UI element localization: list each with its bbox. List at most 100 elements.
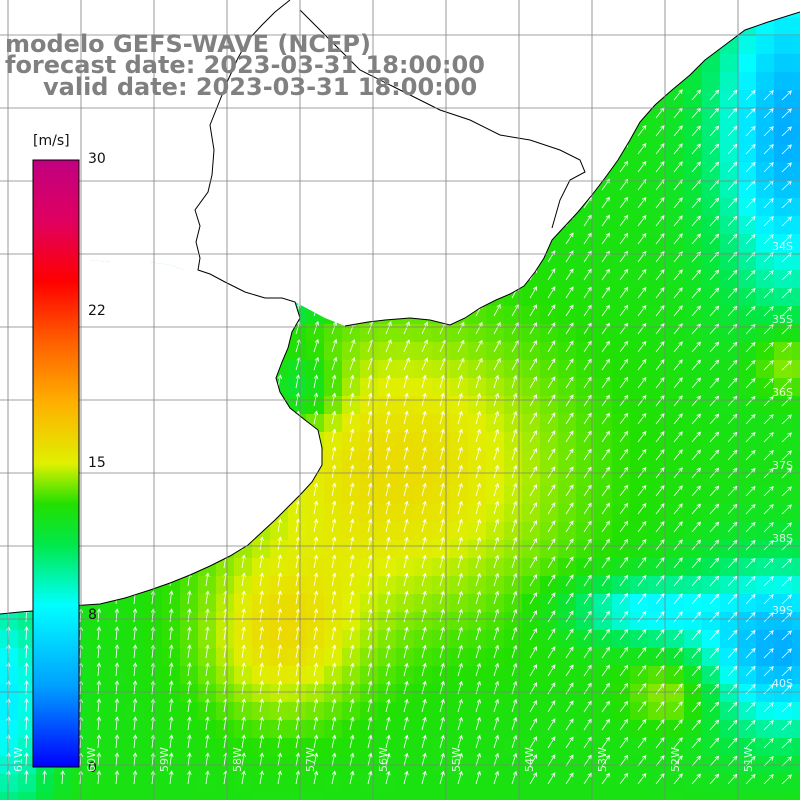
wind-arrow [187,608,192,623]
wind-arrow [619,664,629,677]
field-cell [558,522,577,541]
field-cell [180,612,199,631]
field-cell [396,558,415,577]
wind-arrow [457,644,463,659]
field-cell [612,522,631,541]
field-cell [648,234,667,253]
wind-arrow [565,664,574,677]
field-cell [0,648,19,667]
field-cell [342,396,361,415]
field-cell [558,612,577,631]
field-cell [594,558,613,577]
field-cell [630,630,649,649]
wind-arrow [763,450,774,461]
field-cell [792,720,800,739]
field-cell [252,720,271,739]
field-cell [108,702,127,721]
wind-arrow [781,486,792,497]
wind-arrow [114,698,120,713]
wind-arrow [709,269,720,281]
field-cell [792,648,800,667]
field-cell [720,180,739,199]
field-cell [666,432,685,451]
field-cell [792,774,800,793]
field-cell [396,468,415,487]
field-cell [612,378,631,397]
wind-arrow [205,572,210,587]
wind-arrow [277,662,283,677]
field-cell [720,216,739,235]
lon-label-60w: 60W [85,747,98,772]
field-cell [432,432,451,451]
wind-arrow [691,359,701,371]
field-cell [468,594,487,613]
field-cell [702,378,721,397]
field-cell [396,378,415,397]
field-cell [0,702,19,721]
field-cell [720,522,739,541]
wind-arrow [529,700,538,713]
field-cell [612,252,631,271]
wind-arrow [583,322,592,335]
wind-arrow [295,572,301,587]
field-cell [378,738,397,757]
field-cell [756,36,775,55]
wind-arrow [367,734,373,749]
wind-arrow [655,125,665,137]
wind-arrow [601,700,610,713]
field-cell [594,360,613,379]
field-cell [666,90,685,109]
wind-arrow [637,376,647,389]
field-cell [198,576,217,595]
wind-arrow [529,718,538,731]
field-cell [720,450,739,469]
wind-arrow [439,410,445,425]
field-cell [522,486,541,505]
field-cell [270,522,289,541]
wind-arrow [763,414,774,425]
wind-arrow [511,626,518,641]
wind-arrow [763,144,774,155]
field-cell [342,558,361,577]
field-cell [720,702,739,721]
wind-arrow [421,626,427,641]
wind-arrow [547,754,556,767]
field-cell [648,558,667,577]
wind-arrow [168,752,174,767]
wind-arrow [511,357,519,371]
wind-arrow [547,430,556,443]
wind-arrow [781,396,792,407]
field-cell [342,324,361,343]
field-cell [162,648,181,667]
wind-arrow [637,124,647,137]
field-cell [792,504,800,523]
field-cell [576,396,595,415]
field-cell [612,306,631,325]
wind-arrow [421,357,429,371]
field-cell [432,576,451,595]
field-cell [126,684,145,703]
field-cell [666,378,685,397]
wind-arrow [457,464,463,479]
field-cell [504,378,523,397]
field-cell [576,306,595,325]
field-cell [666,738,685,757]
wind-arrow [511,734,518,749]
wind-arrow [385,339,392,353]
wind-arrow [403,608,409,623]
lon-label-57w: 57W [304,747,317,772]
wind-arrow [619,700,629,713]
wind-arrow [511,770,518,785]
wind-arrow [403,752,409,767]
wind-arrow [421,374,427,389]
field-cell [558,720,577,739]
field-cell [612,792,631,804]
field-cell [720,594,739,613]
wind-arrow [493,698,500,713]
field-cell [216,738,235,757]
wind-arrow [619,412,629,425]
wind-arrow [709,611,720,623]
field-cell [594,198,613,217]
field-cell [306,396,325,415]
field-cell [306,342,325,361]
